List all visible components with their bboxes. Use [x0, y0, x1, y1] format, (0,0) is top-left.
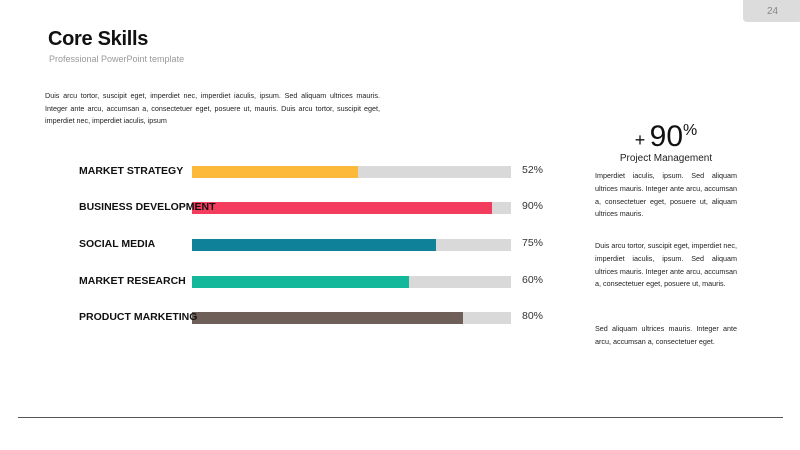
skill-label: SOCIAL MEDIA [79, 238, 156, 250]
skill-percent: 80% [522, 310, 544, 322]
skill-bar-track [192, 276, 511, 288]
bottom-divider [18, 417, 783, 418]
intro-text: Duis arcu tortor, suscipit eget, imperdi… [45, 91, 380, 125]
skill-bar-track [192, 166, 511, 178]
paragraph-2: Duis arcu tortor, suscipit eget, imperdi… [595, 241, 737, 289]
stat-prefix: + [634, 130, 646, 150]
skill-label: BUSINESS DEVELOPMENT [79, 201, 216, 213]
skill-label: PRODUCT MARKETING [79, 311, 198, 323]
skill-bar-track [192, 202, 511, 214]
skill-percent: 60% [522, 274, 544, 286]
skill-label: MARKET STRATEGY [79, 165, 184, 177]
skill-percent: 52% [522, 164, 544, 176]
stat-label: Project Management [619, 153, 713, 164]
paragraph-1: Imperdiet iaculis, ipsum. Sed aliquam ul… [595, 171, 737, 219]
skill-percent: 90% [522, 200, 544, 212]
skill-bar-fill [192, 239, 437, 251]
skill-bar-fill [192, 202, 492, 214]
skill-percent: 75% [522, 237, 544, 249]
stat-unit: % [683, 122, 698, 139]
stat-number: 90 [649, 120, 684, 153]
skill-bar-track [192, 239, 511, 251]
stat-value: + 90% [595, 120, 737, 154]
skill-bar-track [192, 312, 511, 324]
skill-bar-fill [192, 312, 464, 324]
skill-bar-fill [192, 276, 409, 288]
page-subtitle: Professional PowerPoint template [49, 54, 185, 64]
skill-label: MARKET RESEARCH [79, 275, 186, 287]
page-number: 24 [743, 0, 800, 22]
page-title: Core Skills [48, 28, 149, 50]
paragraph-3: Sed aliquam ultrices mauris. Integer ant… [595, 324, 737, 346]
skill-bar-fill [192, 166, 358, 178]
